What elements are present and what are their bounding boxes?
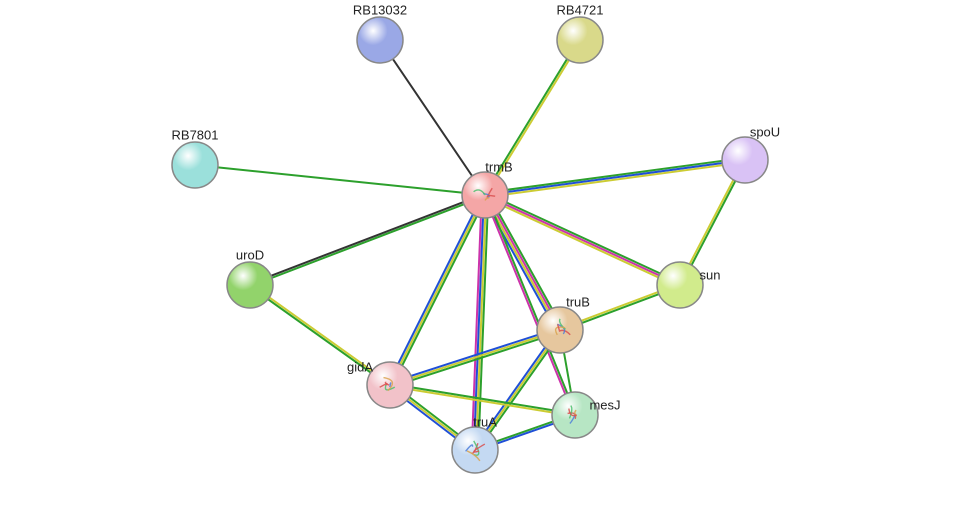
nodes-group (172, 17, 768, 473)
node-RB4721[interactable] (557, 17, 603, 63)
edge-trmB-RB13032[interactable] (380, 40, 485, 195)
edge-trmB-RB4721[interactable] (484, 39, 579, 194)
node-truB[interactable] (537, 307, 583, 353)
edge-gidA-uroD[interactable] (251, 284, 391, 384)
edge-trmB-spoU[interactable] (485, 162, 745, 197)
edges-group (195, 39, 746, 451)
node-uroD[interactable] (227, 262, 273, 308)
edge-trmB-spoU[interactable] (485, 158, 745, 193)
node-RB7801[interactable] (172, 142, 218, 188)
edge-trmB-RB4721[interactable] (486, 41, 581, 196)
node-spoU[interactable] (722, 137, 768, 183)
network-canvas: RB13032RB4721RB7801spoUtrmBuroDsuntruBgi… (0, 0, 975, 507)
edge-trmB-gidA[interactable] (388, 194, 483, 384)
graph-svg (0, 0, 975, 507)
edge-gidA-mesJ[interactable] (390, 386, 575, 416)
edge-trmB-uroD[interactable] (250, 196, 485, 286)
edge-trmB-RB7801[interactable] (195, 165, 485, 195)
edge-gidA-uroD[interactable] (249, 286, 389, 386)
node-sun[interactable] (657, 262, 703, 308)
node-RB13032[interactable] (357, 17, 403, 63)
edge-trmB-spoU[interactable] (485, 160, 745, 195)
